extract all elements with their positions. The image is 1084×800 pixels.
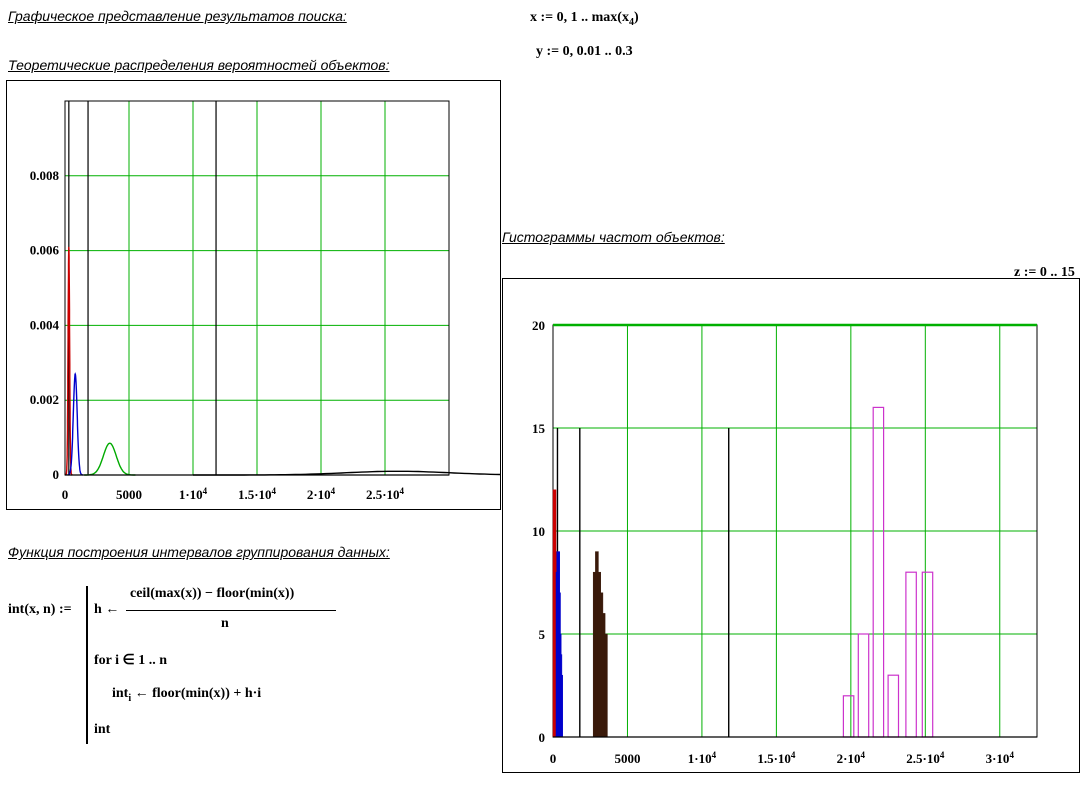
histogram-chart-svg: 0 5 10 15 20 0 5000 1·104 1.5·104 2·104 2.5·104 3·1… <box>532 318 1038 766</box>
z-range-definition[interactable]: z := 0 .. 15 <box>1014 265 1075 280</box>
function-signature: int(x, n) := <box>8 602 72 617</box>
chart2-x-tick-label: 5000 <box>614 751 640 766</box>
assign-subscript: i <box>128 692 132 704</box>
chart1-y-tick-label: 0.004 <box>30 317 60 332</box>
chart2-x-tick-label-exponent: 4 <box>861 750 866 760</box>
chart1-y-tick-label: 0.008 <box>30 168 60 183</box>
chart1-x-tick-label: 0 <box>62 487 69 502</box>
chart2-bar-magenta <box>857 633 870 738</box>
chart1-x-tick-label: 2·104 <box>307 486 336 502</box>
chart1-y-tick-label: 0 <box>53 467 60 482</box>
chart2-x-tick-label: 1·104 <box>688 750 717 766</box>
chart2-x-tick-label: 1.5·104 <box>757 750 796 766</box>
chart2-x-tick-label-exponent: 4 <box>791 750 796 760</box>
chart1-x-tick-label-exponent: 4 <box>272 486 277 496</box>
heading-intervals: Функция построения интервалов группирова… <box>8 544 390 560</box>
program-line-assign: inti ← floor(min(x)) + h·i <box>112 686 261 704</box>
chart2-y-tick-label: 20 <box>532 318 545 333</box>
chart1-x-tick-label-exponent: 4 <box>400 486 405 496</box>
chart2-bar-magenta <box>921 571 934 738</box>
program-line-return: int <box>94 722 111 737</box>
chart1-y-tick-label: 0.006 <box>30 243 60 258</box>
chart2-bar-magenta <box>887 674 900 738</box>
chart2-bar-magenta <box>872 406 885 738</box>
program-line-for: for i ∈ 1 .. n <box>94 653 167 668</box>
chart1-x-tick-label-exponent: 4 <box>331 486 336 496</box>
probability-distribution-plot[interactable]: 0 0.002 0.004 0.006 0.008 0 5000 1·104 1.5·104 2·… <box>6 80 501 510</box>
assign-rhs: ← floor(min(x)) + h·i <box>134 686 262 701</box>
chart2-x-tick-label-exponent: 4 <box>1009 750 1014 760</box>
heading-histograms: Гистограммы частот объектов: <box>502 229 725 245</box>
chart2-bar-blue <box>559 674 563 738</box>
chart2-y-tick-label: 10 <box>532 524 545 539</box>
heading-graphical: Графическое представление результатов по… <box>8 8 347 24</box>
chart2-x-tick-label-exponent: 4 <box>940 750 945 760</box>
chart1-x-tick-label: 1.5·104 <box>238 486 277 502</box>
chart2-x-tick-label-exponent: 4 <box>712 750 717 760</box>
chart2-bar-brown <box>604 633 608 738</box>
chart1-x-tick-label: 1·104 <box>179 486 208 502</box>
chart1-series-2-line <box>67 372 84 476</box>
chart2-y-tick-label: 15 <box>532 421 546 436</box>
chart2-x-tick-label: 2.5·104 <box>906 750 945 766</box>
chart2-x-tick-label: 2·104 <box>837 750 866 766</box>
x-range-close: ) <box>633 10 639 25</box>
chart2-y-tick-label: 5 <box>539 627 546 642</box>
chart2-x-tick-label: 0 <box>550 751 557 766</box>
fraction-bar <box>126 610 336 611</box>
chart1-x-tick-label: 5000 <box>116 487 142 502</box>
chart2-x-tick-label: 3·104 <box>986 750 1015 766</box>
x-range-text: x := 0, 1 .. max(x <box>530 10 629 25</box>
chart2-y-tick-label: 0 <box>539 730 546 745</box>
interval-function-program[interactable]: int(x, n) := h ← ceil(max(x)) − floor(mi… <box>8 586 338 746</box>
y-range-definition[interactable]: y := 0, 0.01 .. 0.3 <box>536 44 633 59</box>
chart1-y-tick-label: 0.002 <box>30 392 59 407</box>
program-bracket <box>86 586 88 744</box>
chart1-x-tick-label-exponent: 4 <box>203 486 208 496</box>
heading-theoretical: Теоретические распределения вероятностей… <box>8 57 390 73</box>
chart2-bar-magenta <box>842 695 855 738</box>
program-line-h-lhs: h ← <box>94 602 120 617</box>
x-range-subscript: 4 <box>628 16 634 28</box>
program-line-h-denominator: n <box>221 616 229 631</box>
frequency-histogram-plot[interactable]: 0 5 10 15 20 0 5000 1·104 1.5·104 2·104 2.5·104 3·1… <box>502 278 1080 773</box>
program-line-h-numerator: ceil(max(x)) − floor(min(x)) <box>130 586 295 601</box>
chart2-bar-magenta <box>905 571 917 738</box>
chart1-series-3-line <box>84 442 136 476</box>
assign-lhs: int <box>112 686 129 701</box>
chart1-x-tick-label: 2.5·104 <box>366 486 405 502</box>
probability-chart-svg: 0 0.002 0.004 0.006 0.008 0 5000 1·104 1.5·104 2·… <box>30 100 500 502</box>
x-range-definition[interactable]: x := 0, 1 .. max(x4) <box>530 10 639 28</box>
